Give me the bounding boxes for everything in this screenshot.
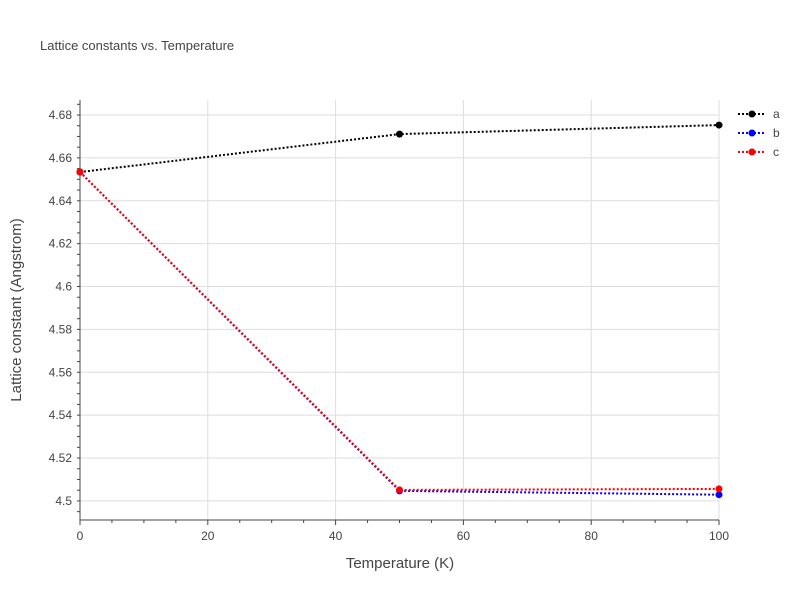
- x-tick-label: 100: [709, 529, 729, 543]
- y-tick-label: 4.54: [49, 408, 73, 422]
- y-tick-label: 4.68: [49, 108, 73, 122]
- y-tick-label: 4.5: [55, 494, 72, 508]
- y-tick-label: 4.58: [49, 322, 73, 336]
- y-tick-label: 4.62: [49, 237, 73, 251]
- legend-label-a: a: [773, 107, 780, 121]
- y-tick-label: 4.56: [49, 365, 73, 379]
- data-point-c: [76, 168, 84, 176]
- legend-marker-b: [748, 129, 756, 137]
- x-tick-label: 80: [585, 529, 599, 543]
- data-point-a: [396, 130, 403, 138]
- y-tick-label: 4.52: [49, 451, 73, 465]
- data-point-c: [396, 486, 403, 494]
- data-point-b: [715, 491, 723, 499]
- x-tick-label: 20: [201, 529, 215, 543]
- legend-marker-c: [748, 148, 756, 156]
- series-line-c: [79, 171, 720, 491]
- x-tick-label: 40: [329, 529, 343, 543]
- y-axis-label: Lattice constant (Angstrom): [8, 218, 25, 401]
- data-point-c: [715, 485, 723, 493]
- x-axis-label: Temperature (K): [346, 555, 454, 572]
- legend-marker-a: [748, 110, 756, 118]
- x-tick-label: 0: [77, 529, 84, 543]
- y-tick-label: 4.66: [49, 151, 73, 165]
- x-tick-label: 60: [457, 529, 471, 543]
- data-point-a: [715, 121, 723, 129]
- legend-label-b: b: [773, 126, 780, 140]
- series-line-b: [79, 171, 720, 496]
- y-tick-label: 4.64: [49, 194, 73, 208]
- chart-title: Lattice constants vs. Temperature: [40, 38, 234, 53]
- legend-label-c: c: [773, 145, 779, 159]
- y-tick-label: 4.6: [55, 280, 72, 294]
